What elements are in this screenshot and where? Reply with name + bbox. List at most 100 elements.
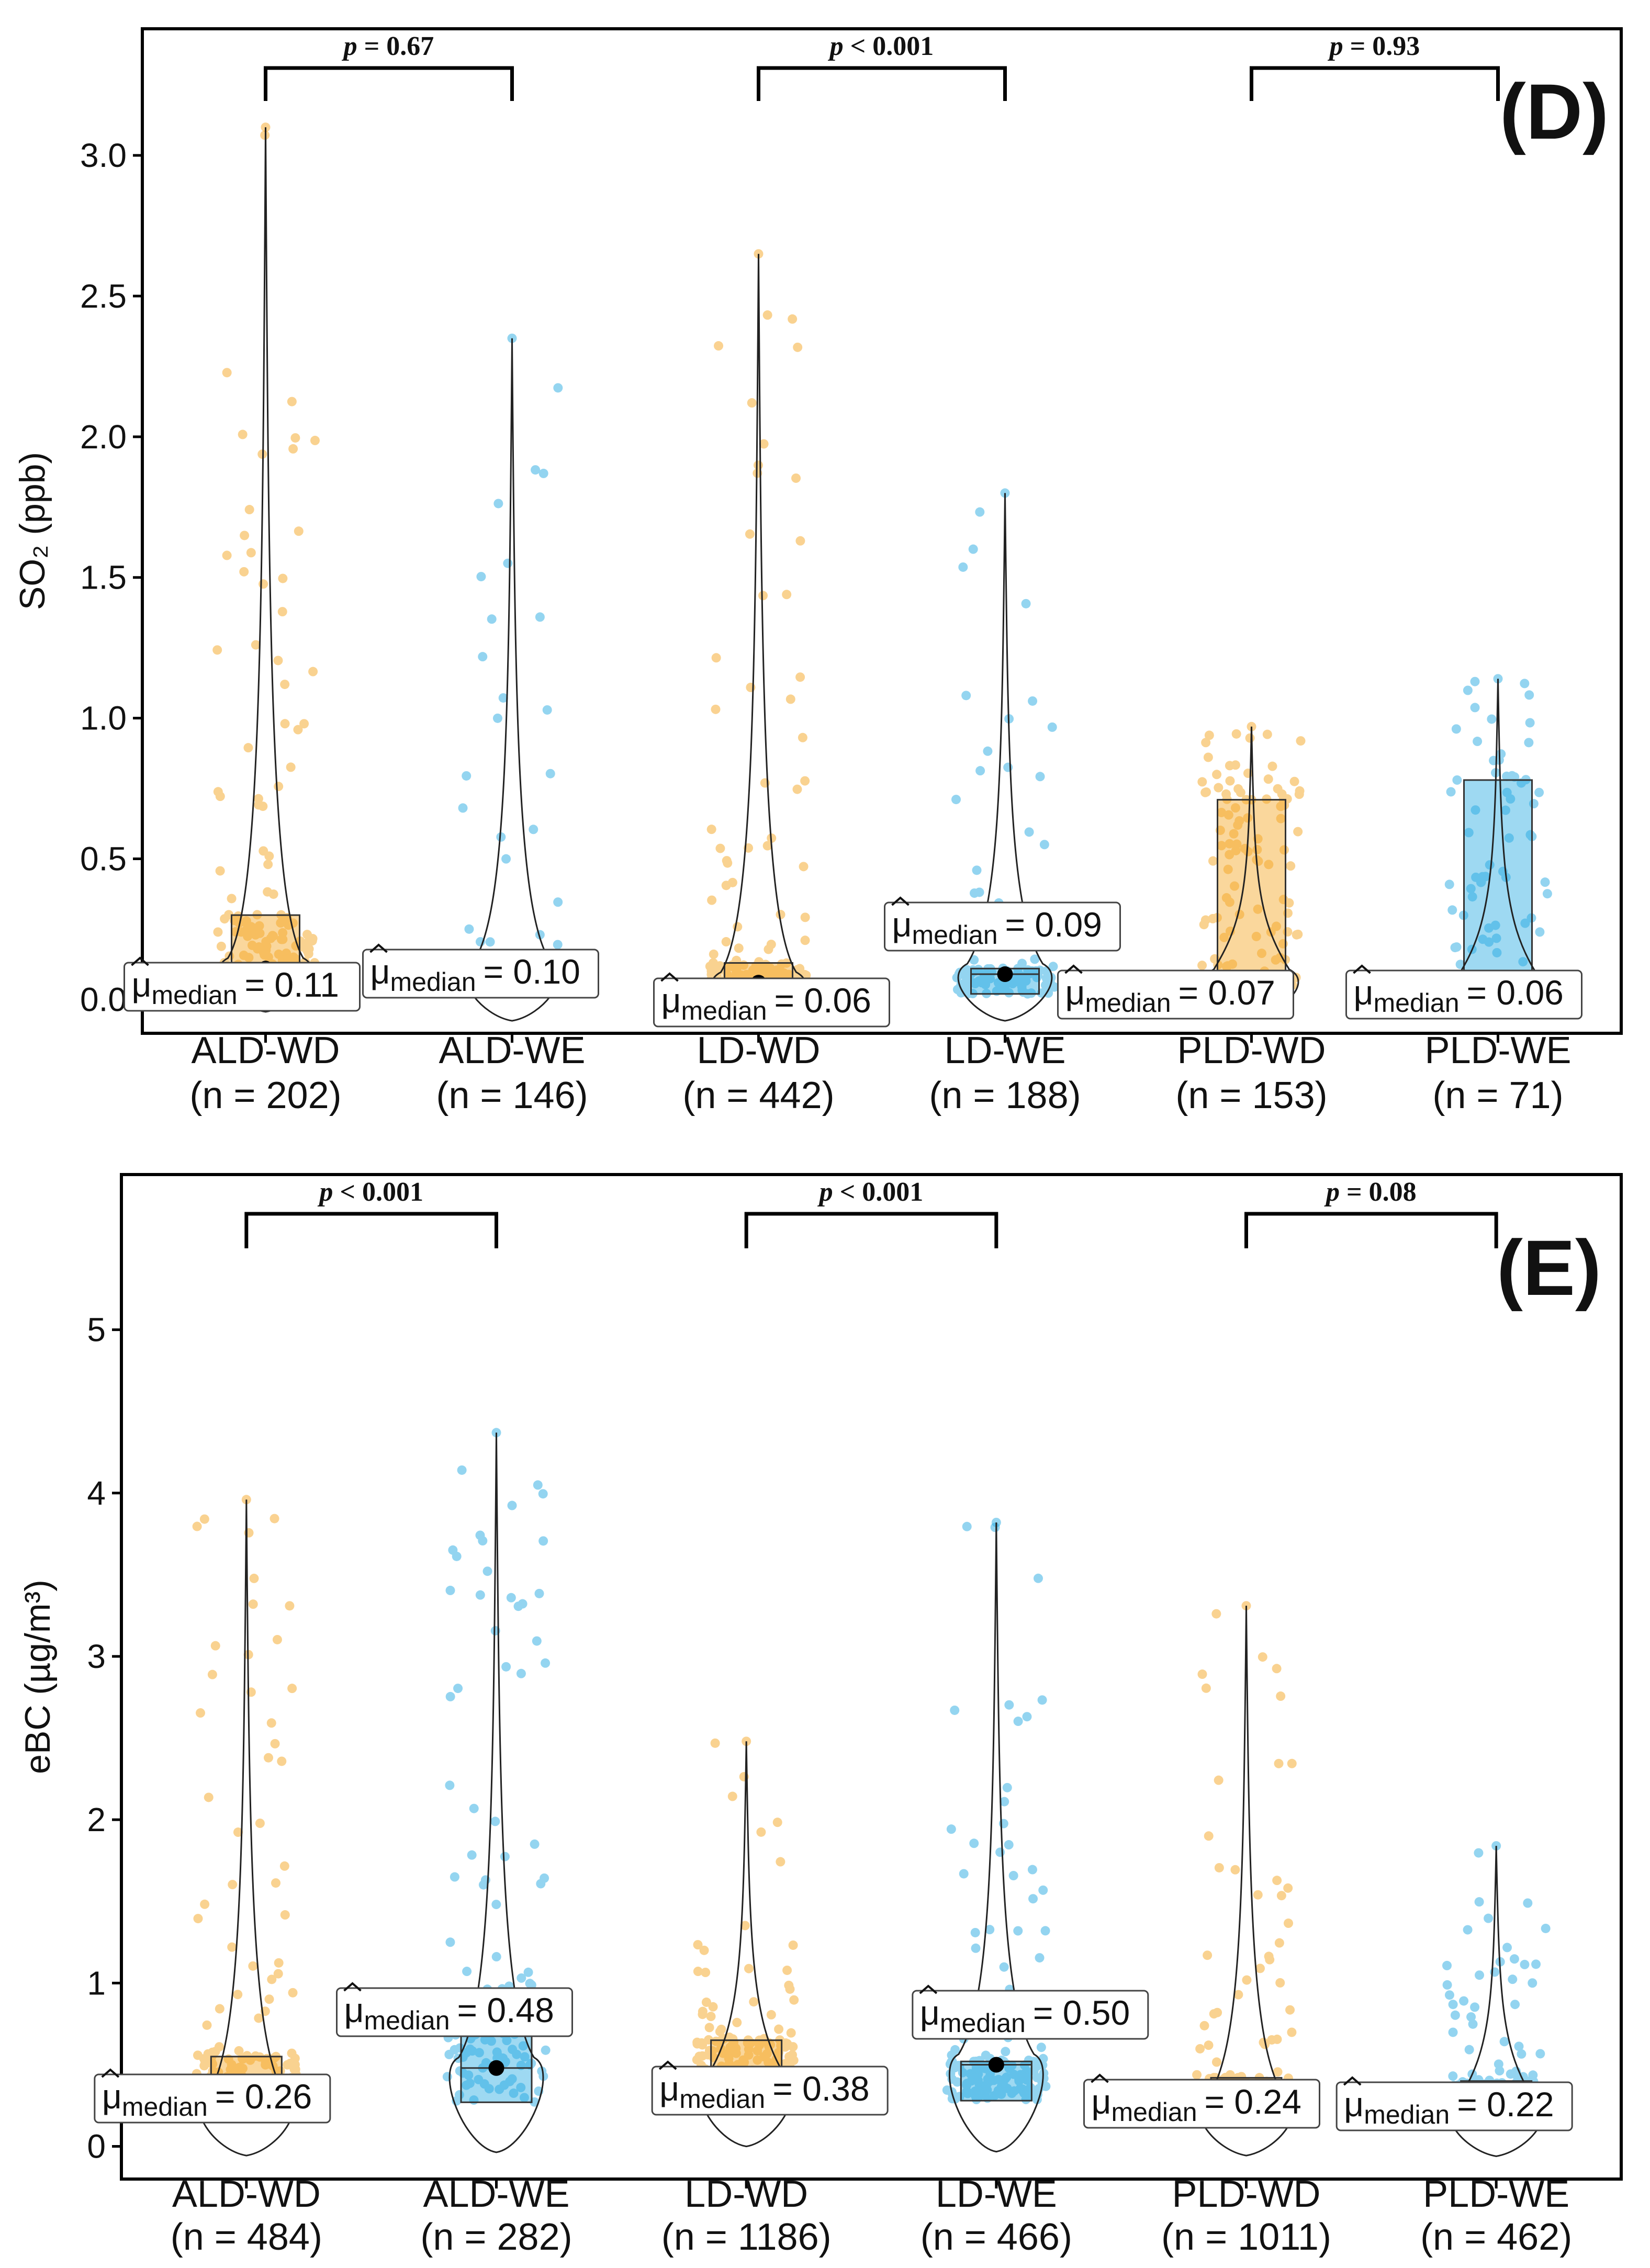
data-point (1471, 805, 1480, 815)
data-point (1487, 714, 1497, 724)
data-point (969, 1838, 979, 1848)
data-point (1541, 1923, 1551, 1933)
x-tick-count: (n = 484) (171, 2216, 322, 2258)
data-point (972, 865, 982, 875)
data-point (448, 1545, 458, 1555)
p-value: < 0.001 (844, 31, 934, 61)
data-point (537, 2066, 547, 2076)
p-value-label: p < 0.001 (317, 1177, 423, 1207)
plot-frame (141, 27, 1623, 1035)
x-tick-count: (n = 153) (1175, 1075, 1327, 1116)
data-point (204, 1792, 214, 1802)
data-point (1192, 2070, 1202, 2080)
data-point (254, 2013, 264, 2023)
data-point (207, 1669, 217, 1679)
data-point (1542, 889, 1552, 899)
data-point (1273, 784, 1283, 794)
median-label-text: μmedian = 0.38 (659, 2069, 869, 2114)
data-point (1243, 847, 1253, 856)
data-point (1040, 980, 1050, 990)
data-point (996, 2082, 1006, 2092)
y-axis-label: eBC (µg/m³) (18, 1579, 58, 1774)
data-point (744, 1964, 754, 1973)
data-point (553, 897, 563, 907)
group-pld-we: PLD-WE(n = 462) μmedian = 0.22 (1335, 1841, 1573, 2258)
data-point (445, 1691, 455, 1701)
data-point (286, 762, 296, 772)
data-point (795, 536, 805, 546)
data-point (462, 2080, 472, 2090)
box (1463, 779, 1533, 987)
data-point (222, 368, 232, 378)
data-point (1499, 2037, 1509, 2047)
data-point (1201, 738, 1211, 748)
data-point (538, 1489, 548, 1499)
data-point (199, 1514, 209, 1524)
data-point (462, 2048, 472, 2058)
group-ld-wd: LD-WD(n = 442) μmedian = 0.06 (653, 249, 890, 1116)
data-point (214, 2042, 224, 2052)
data-point (499, 2080, 509, 2090)
median-symbol: μ (132, 965, 152, 1004)
median-value: = 0.07 (1178, 973, 1275, 1012)
data-point (693, 1940, 703, 1950)
data-point (266, 1718, 276, 1728)
jitter-points (1442, 1848, 1551, 2117)
comparison-bracket: p = 0.08 (1244, 1177, 1498, 1248)
data-point (1502, 771, 1512, 781)
median-label-box (884, 901, 1121, 952)
data-point (1195, 2044, 1205, 2053)
median-symbol: μ (102, 2077, 122, 2116)
data-point (210, 1641, 220, 1651)
data-point (1256, 949, 1266, 958)
median-value: = 0.48 (457, 1991, 554, 2029)
data-point (476, 572, 486, 582)
data-point (310, 435, 320, 445)
data-point (248, 1961, 258, 1971)
data-point (490, 1816, 500, 1826)
data-point (1214, 1775, 1224, 1785)
data-point (1204, 730, 1214, 740)
data-point (1242, 1975, 1252, 1985)
data-point (1475, 1970, 1485, 1980)
data-point (294, 526, 304, 536)
data-point (706, 2012, 716, 2022)
data-point (1467, 892, 1477, 902)
median-label-box (124, 962, 361, 1012)
data-point (1531, 1959, 1541, 1969)
median-label: μmedian = 0.07 (1057, 964, 1294, 1020)
data-point (263, 887, 273, 897)
data-point (1004, 1840, 1014, 1850)
data-point (1442, 1960, 1452, 1970)
data-point (766, 940, 776, 950)
data-point (759, 439, 769, 449)
data-point (1230, 881, 1240, 891)
data-point (1279, 845, 1289, 855)
data-point (995, 1847, 1005, 1857)
data-point (1534, 787, 1544, 797)
data-point (756, 1827, 766, 1837)
data-point (1484, 1913, 1494, 1923)
data-point (1464, 2045, 1474, 2055)
median-hat (1091, 2073, 1109, 2083)
data-point (715, 843, 725, 853)
median-value: = 0.22 (1457, 2085, 1554, 2124)
violin (464, 338, 560, 1022)
data-point (534, 1588, 544, 1598)
median-symbol: μ (1344, 2085, 1364, 2124)
data-point (246, 548, 256, 558)
data-point (493, 2051, 503, 2061)
data-point (1501, 805, 1511, 815)
data-point (999, 1962, 1009, 1972)
data-point (228, 1880, 238, 1890)
data-point (721, 881, 731, 890)
y-tick-label: 0.0 (80, 980, 127, 1018)
median-label-box (653, 977, 890, 1028)
median-label-text: μmedian = 0.50 (920, 1993, 1130, 2038)
median-value: = 0.24 (1205, 2082, 1301, 2121)
data-point (1274, 1758, 1284, 1768)
data-point (243, 743, 253, 753)
p-value: = 0.08 (1340, 1177, 1417, 1207)
median-label: μmedian = 0.11 (124, 956, 361, 1012)
data-point (234, 2046, 244, 2056)
